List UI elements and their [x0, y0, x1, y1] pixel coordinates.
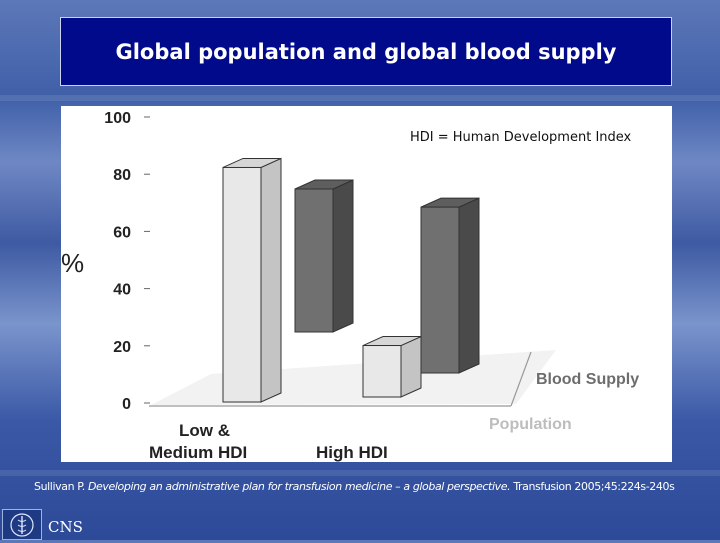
- bar-side: [332, 179, 354, 333]
- hdi-note: HDI = Human Development Index: [410, 130, 632, 145]
- institution-logo-icon: [2, 509, 42, 540]
- chart-panel: 0 20 40 60 80 100% Blood Supply Population Low &…: [61, 106, 672, 462]
- slide-title-box: Global population and global blood suppl…: [60, 17, 672, 86]
- slide-title: Global population and global blood suppl…: [115, 39, 617, 64]
- logo-text: CNS: [48, 518, 83, 536]
- chart-floor: [151, 350, 556, 405]
- depth-axis-line: [510, 351, 532, 407]
- citation-journal: Transfusion 2005;45:224s-240s: [513, 480, 675, 493]
- y-tick-label: 0: [122, 396, 131, 413]
- citation-author: Sullivan P.: [34, 480, 85, 493]
- bar: [294, 188, 334, 333]
- y-tick-label: 80: [113, 167, 131, 184]
- y-axis-label: %: [61, 248, 84, 278]
- y-tick-label: 100: [104, 110, 131, 127]
- background-streak: [0, 470, 720, 476]
- bar-side: [260, 157, 282, 403]
- citation-article: Developing an administrative plan for tr…: [87, 480, 511, 493]
- bar-side: [458, 197, 480, 374]
- series-label-population: Population: [489, 416, 572, 433]
- y-tick-label: 60: [113, 224, 131, 241]
- citation: Sullivan P. Developing an administrative…: [34, 480, 714, 493]
- y-tick-label: 20: [113, 339, 131, 356]
- y-tick-label: 40: [113, 282, 131, 299]
- bar: [420, 206, 460, 374]
- bar-side: [400, 335, 422, 398]
- background-streak: [0, 95, 720, 101]
- category-label: Medium HDI: [149, 443, 247, 462]
- category-label: Low &: [179, 421, 230, 440]
- bar: [362, 345, 402, 398]
- bar-chart-3d: 0 20 40 60 80 100% Blood Supply Population Low &…: [61, 110, 639, 462]
- series-label-blood-supply: Blood Supply: [536, 371, 639, 388]
- category-label: High HDI: [316, 443, 388, 462]
- bar: [222, 166, 262, 403]
